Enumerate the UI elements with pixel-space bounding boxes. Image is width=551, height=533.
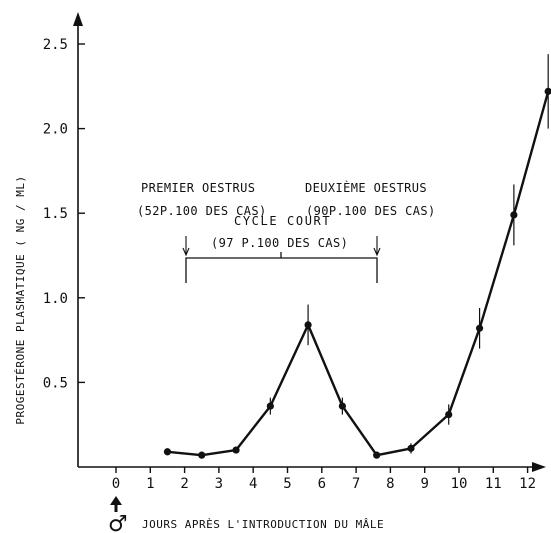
x-tick-label: 0 bbox=[112, 476, 120, 492]
data-point bbox=[163, 448, 172, 456]
axes bbox=[73, 12, 546, 472]
data-point bbox=[510, 211, 518, 219]
x-tick-label: 10 bbox=[451, 476, 468, 492]
series-line bbox=[167, 91, 550, 457]
data-point bbox=[232, 446, 240, 454]
data-point bbox=[266, 402, 274, 410]
male-symbol-icon: ♂ bbox=[108, 512, 128, 533]
x-tick-label: 12 bbox=[519, 476, 536, 492]
x-tick-label: 2 bbox=[180, 476, 188, 492]
annotation-deuxieme-oestrus-line2: (90P.100 DES CAS) bbox=[306, 204, 436, 218]
data-point bbox=[304, 321, 312, 329]
cycle-court-bracket bbox=[185, 257, 378, 283]
annotation-deuxieme-oestrus-line1: DEUXIÈME OESTRUS bbox=[305, 180, 427, 195]
x-tick-label: 6 bbox=[318, 476, 326, 492]
y-tick-label: 0.5 bbox=[43, 375, 68, 391]
data-point bbox=[445, 410, 453, 419]
data-point bbox=[475, 324, 484, 332]
premier-arrowhead bbox=[182, 247, 190, 257]
y-tick-label: 2.0 bbox=[43, 122, 68, 138]
marker-arrowhead bbox=[110, 496, 122, 505]
annotation-cycle-court-line1: CYCLE COURT bbox=[234, 214, 330, 228]
data-point bbox=[544, 87, 551, 95]
data-point bbox=[338, 402, 346, 410]
x-tick-label: 8 bbox=[386, 476, 394, 492]
annotation-cycle-court-line2: (97 P.100 DES CAS) bbox=[211, 236, 348, 250]
x-tick-label: 9 bbox=[420, 476, 428, 492]
data-point bbox=[407, 444, 415, 452]
x-tick-label: 1 bbox=[146, 476, 154, 492]
x-tick-label: 5 bbox=[283, 476, 291, 492]
plot-area bbox=[163, 54, 551, 459]
deuxieme-arrowhead bbox=[373, 247, 381, 257]
x-tick-label: 7 bbox=[352, 476, 360, 492]
data-point bbox=[373, 451, 381, 459]
y-axis-label: PROGESTÉRONE PLASMATIQUE ( NG / ML) bbox=[14, 175, 27, 424]
x-tick-label: 4 bbox=[249, 476, 257, 492]
x-ticks: 0 1 2 3 4 5 6 7 8 9 10 11 12 bbox=[112, 467, 536, 492]
premier-oestrus-arrow bbox=[182, 236, 190, 257]
y-tick-label: 1.5 bbox=[43, 206, 68, 222]
deuxieme-oestrus-arrow bbox=[373, 236, 381, 257]
y-tick-label: 2.5 bbox=[43, 37, 68, 53]
annotation-premier-oestrus-line1: PREMIER OESTRUS bbox=[141, 181, 255, 195]
y-axis-arrowhead bbox=[73, 12, 83, 26]
y-ticks: 0.5 1.0 1.5 2.0 2.5 bbox=[43, 37, 85, 391]
y-tick-label: 1.0 bbox=[43, 291, 68, 307]
x-tick-label: 11 bbox=[485, 476, 502, 492]
annotation-premier-oestrus-line2: (52P.100 DES CAS) bbox=[137, 204, 267, 218]
x-tick-label: 3 bbox=[215, 476, 223, 492]
data-point bbox=[198, 451, 206, 459]
x-axis-label: JOURS APRÈS L'INTRODUCTION DU MÂLE bbox=[142, 518, 384, 531]
x-axis-arrowhead bbox=[532, 462, 546, 472]
annotations: CYCLE COURT (97 P.100 DES CAS) PREMIER O… bbox=[137, 180, 436, 283]
male-introduction-marker: ♂ bbox=[108, 496, 128, 533]
